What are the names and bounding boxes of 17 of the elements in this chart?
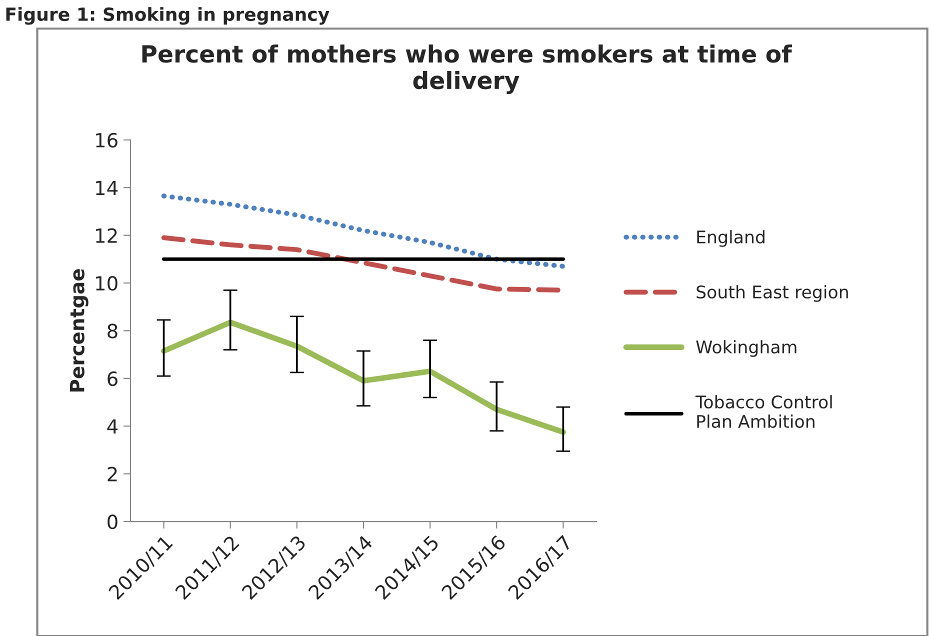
- chart-title: Percent of mothers who were smokers at time of delivery: [142, 44, 792, 94]
- y-tick-label: 8: [108, 324, 118, 338]
- y-axis-title: Percentgae: [70, 269, 88, 392]
- caption: Figure 1: Smoking in pregnancy: [6, 7, 330, 25]
- legend-label: South East region: [696, 285, 848, 302]
- legend-label: Tobacco Control Plan Ambition: [695, 395, 832, 428]
- legend-label: Wokingham: [696, 340, 796, 357]
- y-tick-label: 12: [96, 228, 117, 243]
- line-series: [161, 194, 566, 269]
- legend-label: England: [697, 230, 764, 247]
- y-tick-label: 6: [108, 371, 118, 386]
- y-tick-label: 16: [96, 132, 118, 148]
- y-tick-label: 10: [96, 276, 118, 291]
- y-tick-label: 4: [107, 419, 118, 434]
- y-tick-label: 0: [108, 514, 118, 530]
- y-tick-label: 2: [108, 466, 117, 482]
- y-tick-label: 14: [96, 180, 118, 196]
